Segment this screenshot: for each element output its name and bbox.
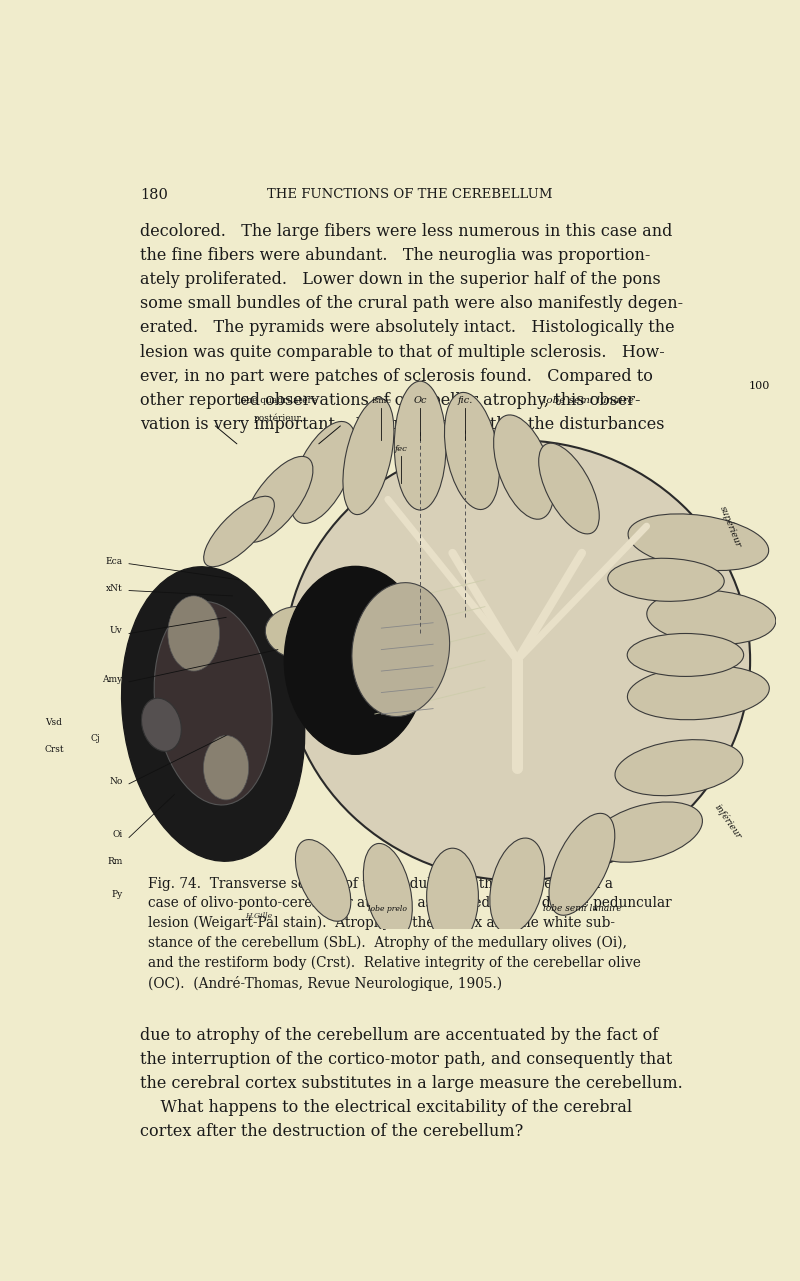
Text: fsme: fsme [371, 397, 391, 405]
Text: lobe prelo: lobe prelo [368, 904, 407, 912]
Ellipse shape [445, 392, 499, 510]
Ellipse shape [242, 456, 313, 542]
Text: decolored.   The large fibers were less numerous in this case and
the fine fiber: decolored. The large fibers were less nu… [140, 223, 683, 433]
Text: due to atrophy of the cerebellum are accentuated by the fact of
the interruption: due to atrophy of the cerebellum are acc… [140, 1026, 683, 1140]
Ellipse shape [628, 514, 769, 570]
Text: lobe semi lunaire: lobe semi lunaire [542, 903, 622, 912]
Ellipse shape [494, 415, 554, 519]
Text: Oi: Oi [112, 830, 122, 839]
Text: No: No [109, 776, 122, 785]
Ellipse shape [203, 735, 249, 799]
Ellipse shape [352, 583, 450, 716]
Ellipse shape [142, 698, 182, 752]
Ellipse shape [615, 739, 743, 796]
Ellipse shape [284, 566, 426, 755]
Text: Cj: Cj [90, 734, 100, 743]
Text: Rm: Rm [107, 857, 122, 866]
Text: Amy: Amy [102, 675, 122, 684]
Text: fec: fec [394, 445, 407, 453]
Ellipse shape [343, 398, 394, 515]
Ellipse shape [538, 443, 599, 534]
Ellipse shape [295, 839, 351, 921]
Text: inférieur: inférieur [713, 802, 744, 840]
Ellipse shape [627, 634, 744, 676]
Text: xNt: xNt [106, 584, 122, 593]
Ellipse shape [490, 838, 545, 934]
Ellipse shape [426, 848, 478, 945]
Text: Py: Py [111, 889, 122, 898]
Text: Fig. 74.  Transverse section of the medulla and the cerebellum in a
case of oliv: Fig. 74. Transverse section of the medul… [148, 876, 672, 991]
Text: lobe quadrilatère: lobe quadrilatère [238, 395, 318, 405]
Ellipse shape [154, 602, 272, 804]
Ellipse shape [590, 802, 702, 862]
Ellipse shape [549, 813, 614, 916]
Text: postérieur: postérieur [254, 414, 302, 424]
Ellipse shape [290, 421, 356, 524]
Text: Uv: Uv [110, 626, 122, 635]
Text: Vsd: Vsd [45, 717, 62, 726]
Text: H.Gille: H.Gille [245, 912, 272, 920]
Ellipse shape [122, 566, 305, 861]
Ellipse shape [204, 496, 274, 566]
Text: Oc: Oc [414, 396, 427, 405]
Ellipse shape [646, 591, 776, 644]
Text: lobe semi lunaire: lobe semi lunaire [543, 396, 634, 405]
Text: 100: 100 [748, 382, 770, 391]
Ellipse shape [284, 441, 750, 880]
Text: supérieur: supérieur [718, 503, 744, 548]
Ellipse shape [168, 596, 220, 671]
Ellipse shape [394, 382, 446, 510]
Ellipse shape [627, 665, 770, 720]
Text: THE FUNCTIONS OF THE CEREBELLUM: THE FUNCTIONS OF THE CEREBELLUM [267, 188, 553, 201]
Text: fic.: fic. [458, 396, 473, 405]
Ellipse shape [608, 559, 724, 601]
Ellipse shape [266, 606, 342, 661]
Text: Crst: Crst [45, 744, 65, 753]
Ellipse shape [363, 843, 412, 939]
Text: 180: 180 [140, 188, 168, 202]
Text: Eca: Eca [106, 557, 122, 566]
